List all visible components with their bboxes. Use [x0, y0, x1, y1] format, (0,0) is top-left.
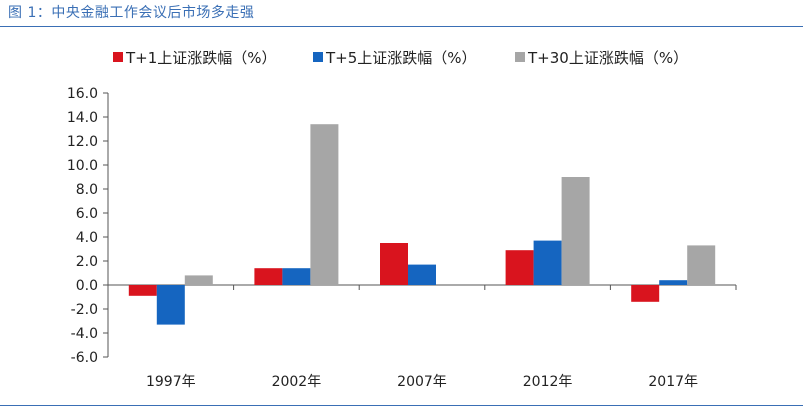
bar-1-1: [128, 285, 157, 296]
legend-label-1: T+1上证涨跌幅（%）: [125, 49, 277, 67]
x-tick-label: 2007年: [397, 374, 447, 390]
legend-label-3: T+30上证涨跌幅（%）: [527, 49, 688, 67]
y-tick-label: 4.0: [76, 230, 98, 246]
bar-1-4: [505, 250, 534, 285]
y-tick-label: 14.0: [67, 110, 98, 126]
legend-swatch-3: [515, 52, 525, 62]
y-tick-label: 16.0: [67, 86, 98, 102]
y-tick-label: -4.0: [71, 326, 98, 342]
bottom-divider: [0, 405, 803, 406]
figure-title: 图 1：中央金融工作会议后市场多走强: [8, 5, 255, 21]
y-tick-label: 0.0: [76, 278, 98, 294]
bar-3-2: [310, 124, 339, 285]
bar-2-2: [282, 268, 311, 285]
bar-1-2: [254, 268, 283, 285]
x-tick-label: 2012年: [523, 374, 573, 390]
y-tick-label: 2.0: [76, 254, 98, 270]
x-tick-label: 1997年: [146, 374, 196, 390]
y-tick-label: -2.0: [71, 302, 98, 318]
bar-3-4: [561, 177, 590, 285]
bar-3-1: [184, 275, 213, 285]
y-tick-label: 8.0: [76, 182, 98, 198]
bar-2-4: [533, 240, 562, 285]
bar-2-3: [408, 264, 436, 285]
y-tick-label: 6.0: [76, 206, 98, 222]
legend-swatch-2: [313, 52, 323, 62]
y-tick-label: 12.0: [67, 134, 98, 150]
bar-2-1: [156, 285, 185, 325]
y-tick-label: -6.0: [71, 350, 98, 366]
bar-1-5: [631, 285, 660, 302]
legend-swatch-1: [113, 52, 123, 62]
legend-label-2: T+5上证涨跌幅（%）: [325, 49, 477, 67]
bar-2-5: [659, 280, 688, 285]
x-tick-label: 2002年: [272, 374, 322, 390]
x-tick-label: 2017年: [648, 374, 698, 390]
bar-3-5: [687, 245, 716, 285]
bar-1-3: [380, 243, 408, 285]
top-divider: [0, 26, 803, 27]
y-tick-label: 10.0: [67, 158, 98, 174]
